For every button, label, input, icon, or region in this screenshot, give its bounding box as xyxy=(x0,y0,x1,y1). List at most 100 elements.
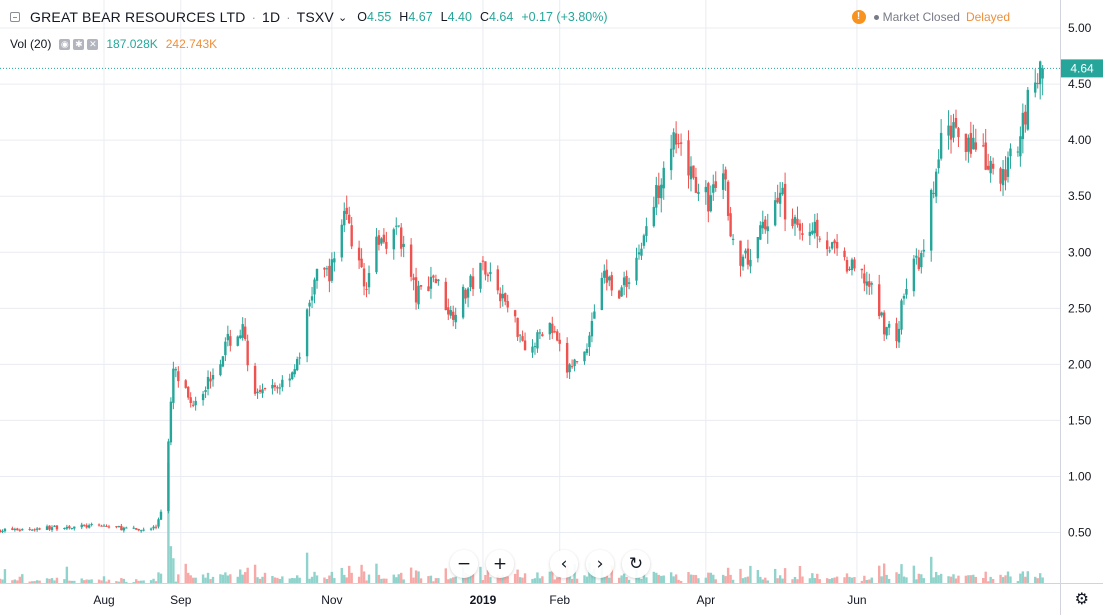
interval-label[interactable]: 1D xyxy=(261,9,281,25)
zoom-in-button[interactable]: + xyxy=(486,550,514,578)
candle-body xyxy=(672,132,675,150)
candle-body xyxy=(73,526,76,529)
candle-body xyxy=(152,526,155,529)
volume-bar xyxy=(548,571,552,583)
volume-bar xyxy=(801,576,804,583)
volume-bar xyxy=(692,574,695,583)
candle-body xyxy=(835,241,839,249)
volume-bar xyxy=(454,576,457,583)
candle-body xyxy=(551,323,554,334)
candle-body xyxy=(969,133,973,154)
candle-body xyxy=(21,529,24,531)
candle-body xyxy=(315,268,319,281)
symbol-title[interactable]: GREAT BEAR RESOURCES LTD xyxy=(30,9,246,25)
volume-bar xyxy=(55,577,59,583)
candle-body xyxy=(801,233,804,235)
candle-body xyxy=(984,142,987,170)
volume-bar xyxy=(558,576,561,583)
y-tick-label: 2.50 xyxy=(1068,301,1092,315)
candle-body xyxy=(593,311,596,319)
volume-bar xyxy=(360,564,363,583)
market-status: ! Market Closed Delayed xyxy=(851,10,1010,24)
candle-body xyxy=(1,530,4,533)
candle-body xyxy=(471,276,475,290)
volume-bar xyxy=(672,576,675,583)
volume-bar xyxy=(414,570,418,583)
candle-body xyxy=(117,526,121,528)
volume-bar xyxy=(63,579,66,583)
candle-body xyxy=(479,262,482,289)
volume-bar xyxy=(350,572,353,583)
warning-icon[interactable]: ! xyxy=(851,10,866,24)
volume-bar xyxy=(920,574,923,583)
volume-bar xyxy=(575,578,579,583)
candle-body xyxy=(583,351,586,362)
volume-bar xyxy=(117,581,121,583)
volume-bar xyxy=(53,580,56,583)
candle-body xyxy=(115,526,118,528)
x-tick-label: Sep xyxy=(170,593,192,607)
zoom-out-button[interactable]: − xyxy=(450,550,478,578)
candle-body xyxy=(687,140,690,176)
candle-body xyxy=(878,284,881,317)
candle-body xyxy=(729,213,732,237)
candle-body xyxy=(850,259,854,271)
volume-bar xyxy=(400,572,403,583)
collapse-icon[interactable] xyxy=(10,12,20,22)
volume-bar xyxy=(48,578,51,583)
eye-icon[interactable]: ◉ xyxy=(59,38,71,50)
reset-chart-button[interactable]: ↻ xyxy=(622,550,650,578)
candle-body xyxy=(357,247,361,261)
candle-body xyxy=(219,364,222,376)
candle-body xyxy=(469,275,472,288)
candle-body xyxy=(707,183,710,212)
candle-body xyxy=(674,133,678,145)
candle-body xyxy=(781,187,784,195)
volume-bar xyxy=(620,575,623,583)
volume-bar xyxy=(783,568,787,583)
candle-body xyxy=(882,312,886,335)
candle-body xyxy=(531,346,534,353)
volume-bar xyxy=(132,582,135,583)
volume-bar xyxy=(392,574,395,583)
volume-bar xyxy=(204,577,207,583)
scroll-left-button[interactable]: ‹ xyxy=(550,550,578,578)
candle-body xyxy=(70,527,74,529)
candle-body xyxy=(778,192,782,204)
volume-bar xyxy=(669,572,673,583)
volume-bar xyxy=(934,571,938,583)
close-icon[interactable]: ✕ xyxy=(87,38,99,50)
scroll-right-button[interactable]: › xyxy=(586,550,614,578)
candle-body xyxy=(28,528,31,530)
volume-bar xyxy=(194,577,197,583)
volume-bar xyxy=(744,577,747,583)
candle-body xyxy=(172,368,175,403)
volume-bar xyxy=(239,569,242,583)
candle-body xyxy=(808,231,812,236)
gear-icon[interactable]: ✱ xyxy=(73,38,85,50)
chart-settings-icon[interactable]: ⚙ xyxy=(1074,589,1089,608)
volume-bar xyxy=(1026,571,1030,583)
candle-body xyxy=(120,525,123,531)
candle-body xyxy=(712,184,715,193)
candle-body xyxy=(704,186,708,193)
volume-label[interactable]: Vol (20) xyxy=(10,37,52,51)
volume-bar xyxy=(464,573,467,583)
volume-bar xyxy=(276,577,279,583)
volume-bar xyxy=(712,574,715,583)
chevron-down-icon[interactable]: ⌄ xyxy=(337,11,348,24)
candle-body xyxy=(620,287,623,297)
candle-body xyxy=(429,276,433,289)
candle-body xyxy=(382,234,386,243)
candle-body xyxy=(714,181,717,188)
candle-body xyxy=(848,268,851,270)
candle-body xyxy=(50,527,54,531)
volume-bar xyxy=(343,574,346,583)
volume-bar xyxy=(991,579,995,583)
volume-bar xyxy=(211,576,215,583)
candle-body xyxy=(348,214,351,224)
price-change: +0.17 (+3.80%) xyxy=(521,10,608,24)
exchange-label[interactable]: TSXV xyxy=(296,9,334,25)
candle-body xyxy=(660,184,663,199)
